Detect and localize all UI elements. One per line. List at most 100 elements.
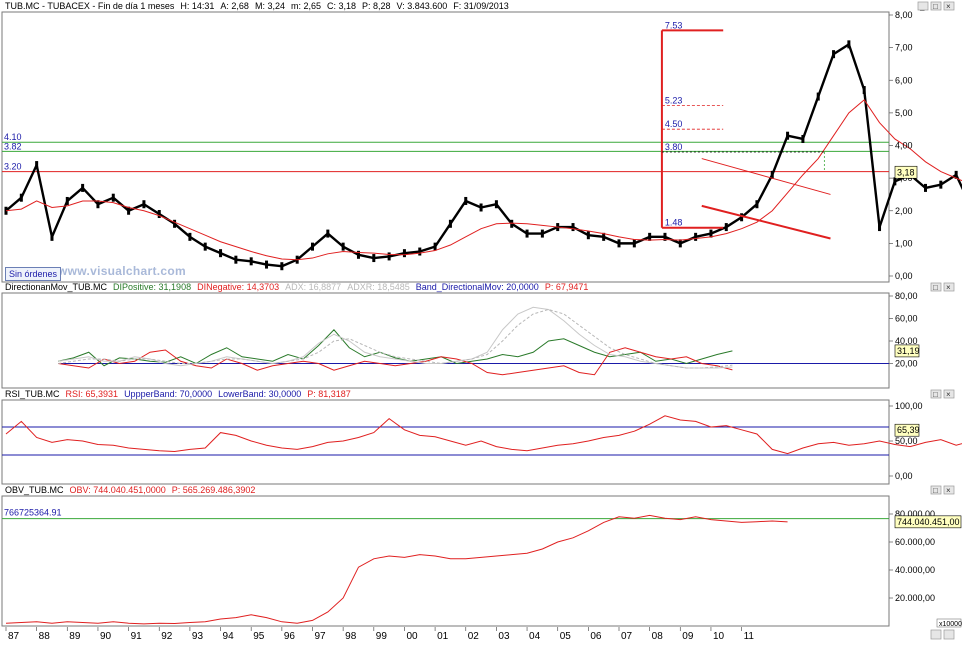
obv-line bbox=[5, 514, 788, 625]
header-field: TUB.MC - TUBACEX - Fin de día 1 meses bbox=[5, 1, 175, 11]
rsi-last-value: 65,39 bbox=[897, 425, 920, 435]
obv-reference-label: 766725364.91 bbox=[4, 508, 62, 518]
rsi-last-value-box bbox=[894, 423, 920, 437]
svg-text:□: □ bbox=[933, 390, 938, 399]
price-y-tick-label: 4,00 bbox=[895, 141, 913, 151]
price-bar bbox=[924, 183, 927, 192]
price-bar bbox=[724, 223, 728, 232]
header-field: DirectionanMov_TUB.MC bbox=[5, 282, 108, 292]
scroll-right-icon[interactable] bbox=[943, 629, 955, 640]
price-segment bbox=[587, 234, 605, 239]
rsi-panel-controls[interactable]: □ × bbox=[930, 389, 955, 399]
minimize-icon[interactable] bbox=[917, 1, 929, 11]
x-tick-label: 94 bbox=[223, 631, 235, 641]
price-segment bbox=[786, 134, 805, 141]
obv-panel-controls[interactable]: □ × bbox=[930, 485, 955, 495]
price-segment bbox=[96, 196, 115, 206]
maximize-icon[interactable] bbox=[930, 282, 942, 292]
price-segment bbox=[173, 222, 192, 239]
price-y-tick-label: 8,00 bbox=[895, 10, 913, 20]
price-segment bbox=[20, 163, 38, 199]
header-field: ADX: 16,8877 bbox=[285, 282, 341, 292]
dmi-series-adxr bbox=[58, 308, 733, 369]
price-bar bbox=[694, 232, 698, 241]
price-segment bbox=[66, 186, 84, 203]
rsi-line bbox=[5, 415, 962, 455]
price-y-tick-label: 0,00 bbox=[895, 271, 913, 281]
price-segment bbox=[433, 222, 452, 248]
price-bar bbox=[494, 200, 498, 209]
price-bar bbox=[280, 262, 284, 271]
price-segment bbox=[571, 225, 590, 237]
x-tick-label: 06 bbox=[590, 631, 602, 641]
price-bar bbox=[35, 161, 39, 170]
price-segment bbox=[280, 258, 299, 268]
dmi-y-tick-label: 40,00 bbox=[895, 336, 918, 346]
price-bar bbox=[755, 200, 759, 209]
price-segment bbox=[801, 95, 820, 141]
price-segment bbox=[35, 163, 54, 239]
price-bar bbox=[433, 242, 437, 251]
price-bar bbox=[479, 203, 483, 212]
price-bar bbox=[816, 92, 820, 101]
header-field: P: 81,3187 bbox=[307, 389, 351, 399]
header-field: DINegative: 14,3703 bbox=[197, 282, 279, 292]
price-segment bbox=[403, 250, 421, 255]
x-tick-label: 02 bbox=[468, 631, 480, 641]
price-y-tick-label: 1,00 bbox=[895, 238, 913, 248]
price-bar bbox=[219, 249, 223, 258]
header-field: OBV_TUB.MC bbox=[5, 485, 64, 495]
x-tick-label: 99 bbox=[376, 631, 388, 641]
close-icon[interactable] bbox=[943, 282, 955, 292]
price-segment bbox=[142, 203, 161, 216]
price-y-tick-label: 6,00 bbox=[895, 75, 913, 85]
price-bar bbox=[862, 86, 866, 95]
price-bar bbox=[65, 196, 69, 205]
price-bar bbox=[602, 232, 606, 241]
x-tick-label: 01 bbox=[437, 631, 449, 641]
close-icon[interactable] bbox=[943, 485, 955, 495]
close-icon[interactable] bbox=[943, 1, 955, 11]
dmi-series-dinegative bbox=[58, 347, 733, 376]
price-segment bbox=[188, 235, 207, 248]
corner-scale-label: x10000 bbox=[939, 621, 962, 628]
header-field: A: 2,68 bbox=[220, 1, 249, 11]
price-bar bbox=[525, 229, 529, 238]
price-segment bbox=[234, 258, 253, 263]
maximize-icon[interactable] bbox=[930, 389, 942, 399]
maximize-icon[interactable] bbox=[930, 485, 942, 495]
price-panel-header: TUB.MC - TUBACEX - Fin de día 1 meses H: … bbox=[5, 1, 509, 11]
price-bar bbox=[617, 239, 621, 248]
price-segment bbox=[464, 199, 483, 209]
price-bar bbox=[372, 254, 376, 263]
x-tick-label: 93 bbox=[192, 631, 204, 641]
bottom-scroll-controls[interactable] bbox=[930, 629, 955, 640]
price-segment bbox=[832, 43, 851, 56]
x-tick-label: 11 bbox=[744, 631, 755, 641]
sin-ordenes-button[interactable]: Sin órdenes bbox=[5, 267, 62, 281]
close-icon[interactable] bbox=[943, 389, 955, 399]
dmi-panel-controls[interactable]: □ × bbox=[930, 282, 955, 292]
obv-y-tick-label: 60.000,00 bbox=[895, 537, 935, 547]
price-level-label: 3.20 bbox=[4, 162, 22, 172]
price-bar bbox=[402, 249, 406, 258]
x-tick-label: 88 bbox=[39, 631, 51, 641]
price-bar bbox=[663, 232, 667, 241]
price-bar bbox=[173, 219, 177, 228]
maximize-icon[interactable] bbox=[930, 1, 942, 11]
price-panel bbox=[1, 11, 890, 283]
x-tick-label: 05 bbox=[560, 631, 572, 641]
price-segment bbox=[311, 232, 330, 248]
price-bar bbox=[81, 183, 85, 192]
rsi-y-tick-label: 0,00 bbox=[895, 471, 913, 481]
svg-text:□: □ bbox=[933, 283, 938, 292]
zoom-icon[interactable] bbox=[930, 629, 942, 640]
price-panel-controls[interactable]: _ □ × bbox=[917, 1, 955, 11]
x-tick-label: 00 bbox=[406, 631, 418, 641]
price-segment bbox=[847, 43, 866, 92]
price-segment bbox=[219, 251, 238, 261]
price-segment bbox=[725, 216, 743, 229]
header-field: ADXR: 18,5485 bbox=[347, 282, 410, 292]
price-bar bbox=[418, 247, 422, 256]
